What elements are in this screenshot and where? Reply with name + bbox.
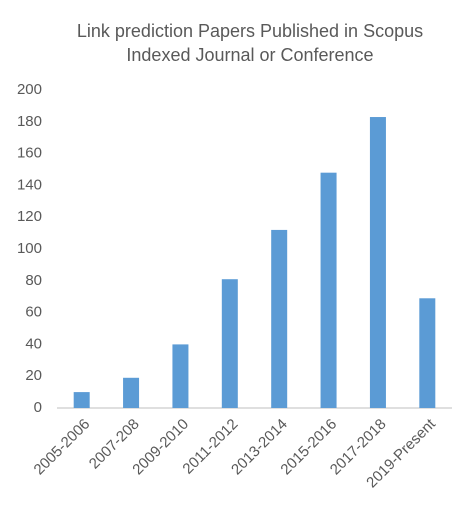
y-tick-label: 100 (17, 240, 42, 257)
y-tick-label: 60 (25, 304, 42, 321)
chart-title: Link prediction Papers Published in Scop… (77, 21, 423, 41)
y-tick-label: 140 (17, 176, 42, 193)
bar (221, 279, 238, 408)
y-tick-label: 20 (25, 367, 42, 384)
bar (73, 392, 90, 408)
bar (271, 229, 288, 408)
y-tick-label: 200 (17, 81, 42, 98)
y-tick-label: 180 (17, 113, 42, 130)
y-tick-label: 0 (34, 399, 42, 416)
bar (369, 117, 386, 408)
y-tick-label: 120 (17, 208, 42, 225)
y-tick-label: 80 (25, 272, 42, 289)
y-tick-label: 40 (25, 335, 42, 352)
y-tick-label: 160 (17, 145, 42, 162)
bar (172, 344, 189, 408)
x-tick-label: 2005-2006 (31, 416, 94, 479)
bar (320, 172, 337, 408)
chart-title: Indexed Journal or Conference (126, 45, 373, 65)
bar (123, 377, 140, 408)
bar (419, 298, 436, 408)
